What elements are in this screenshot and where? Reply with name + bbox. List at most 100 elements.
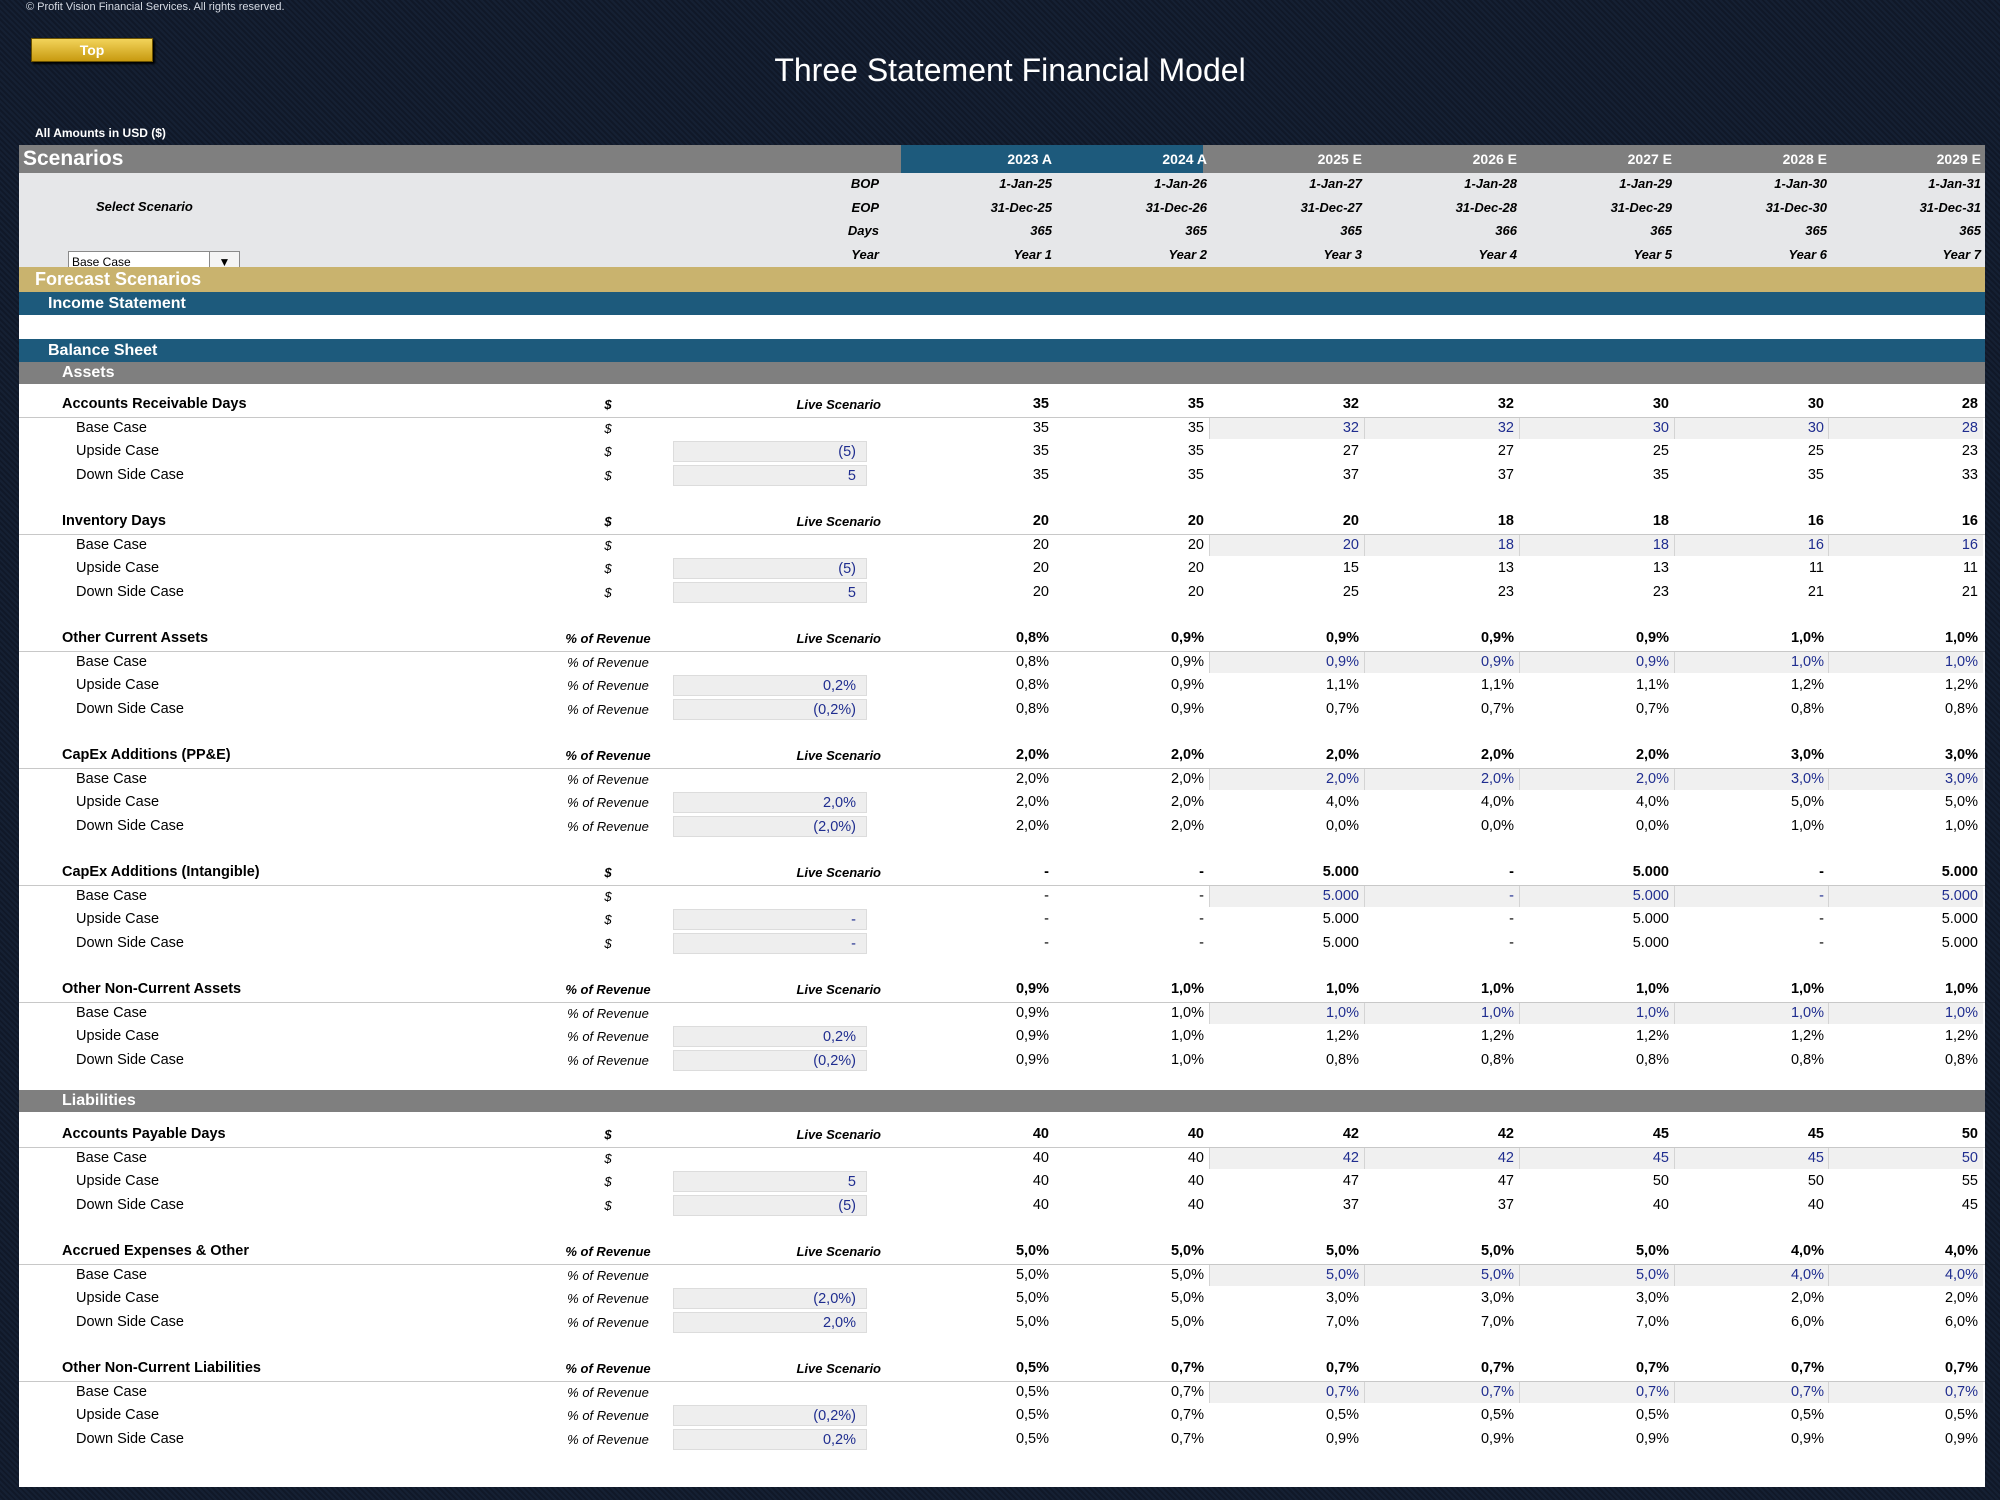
scenario-adjustment-input[interactable]: (2,0%) [673,815,867,837]
scenario-adjustment-input[interactable]: (5) [673,441,867,462]
group-underline [19,533,1985,535]
value-cell[interactable]: 5.000 [1941,887,1978,904]
value-cell[interactable]: 1,0% [1790,1004,1824,1021]
value-cell[interactable]: 0,9% [1480,653,1514,670]
value-cell[interactable]: 18 [1652,536,1669,553]
scenario-adjustment-input[interactable]: 0,2% [673,675,867,696]
value-cell[interactable]: 32 [1342,419,1359,436]
scenario-adjustment-input[interactable]: - [673,909,867,930]
select-scenario-label: Select Scenario [96,199,193,214]
period-bop-cell: 1-Jan-27 [1309,176,1362,191]
value-cell[interactable]: 32 [1497,419,1514,436]
value-cell[interactable]: 1,0% [1790,653,1824,670]
input-cell-bg [1828,534,1983,556]
value-cell[interactable]: 4,0% [1944,1266,1978,1283]
value-cell[interactable]: 1,0% [1325,1004,1359,1021]
value-cell[interactable]: 0,7% [1480,1383,1514,1400]
value-cell[interactable]: 1,0% [1480,1004,1514,1021]
value-cell[interactable]: 5.000 [1632,887,1669,904]
scenario-adjustment-input[interactable]: 2,0% [673,1311,867,1333]
value-cell[interactable]: - [1509,887,1514,904]
value-cell[interactable]: 30 [1807,419,1824,436]
value-cell: 40 [1187,1126,1204,1142]
year-header: 2025 E [1317,151,1362,167]
value-cell[interactable]: 5.000 [1322,887,1359,904]
row-label: Upside Case [76,1028,160,1044]
value-cell[interactable]: 42 [1497,1149,1514,1166]
value-cell[interactable]: 45 [1807,1149,1824,1166]
value-cell: 0,5% [1325,1407,1359,1423]
value-cell[interactable]: 0,9% [1635,653,1669,670]
scenario-adjustment-input[interactable]: 5 [673,464,867,486]
value-cell[interactable]: 16 [1961,536,1978,553]
value-cell: - [1044,864,1049,880]
live-scenario-label: Live Scenario [796,514,881,529]
value-cell: 2,0% [1170,794,1204,810]
value-cell[interactable]: 20 [1342,536,1359,553]
scenario-adjustment-input[interactable]: 5 [673,581,867,603]
value-cell[interactable]: 5,0% [1480,1266,1514,1283]
value-cell: 0,8% [1790,700,1824,717]
value-cell[interactable]: 1,0% [1635,1004,1669,1021]
period-eop-cell: 31-Dec-29 [1610,200,1672,215]
row-label: Base Case [76,1383,147,1400]
value-cell[interactable]: 3,0% [1790,770,1824,787]
value-cell[interactable]: 16 [1807,536,1824,553]
scenario-adjustment-input[interactable]: (5) [673,1194,867,1216]
scenario-adjustment-input[interactable]: (0,2%) [673,1405,867,1426]
scenario-adjustment-input[interactable]: (0,2%) [673,1049,867,1071]
value-cell[interactable]: 0,7% [1790,1383,1824,1400]
value-cell[interactable]: 0,9% [1325,653,1359,670]
value-cell[interactable]: 5,0% [1635,1266,1669,1283]
top-button[interactable]: Top [31,38,153,62]
value-cell[interactable]: 2,0% [1480,770,1514,787]
scenario-adjustment-input[interactable]: 0,2% [673,1428,867,1450]
value-cell: - [1044,887,1049,904]
value-cell: 40 [1032,1126,1049,1142]
value-cell: 40 [1807,1196,1824,1213]
value-cell[interactable]: 1,0% [1944,653,1978,670]
scenario-row-down: Down Side Case $ - - - 5.000 - 5.000 - 5.000 [19,932,1985,956]
balance-sheet-section: Balance Sheet [19,339,1985,362]
value-cell[interactable]: 45 [1652,1149,1669,1166]
value-cell[interactable]: 30 [1652,419,1669,436]
scenario-adjustment-input[interactable]: (0,2%) [673,698,867,720]
value-cell[interactable]: 3,0% [1944,770,1978,787]
value-cell[interactable]: 5,0% [1325,1266,1359,1283]
scenario-adjustment-input[interactable]: 0,2% [673,1026,867,1047]
value-cell[interactable]: 28 [1961,419,1978,436]
value-cell[interactable]: 0,7% [1944,1383,1978,1400]
value-cell[interactable]: 50 [1961,1149,1978,1166]
scenario-adjustment-input[interactable]: (5) [673,558,867,579]
value-cell[interactable]: 1,0% [1944,1004,1978,1021]
value-cell: 5,0% [1015,1243,1049,1259]
input-cell-bg [1364,1381,1519,1403]
value-cell: 1,2% [1325,1028,1359,1044]
scenario-adjustment-input[interactable]: (2,0%) [673,1288,867,1309]
scenario-adjustment-input[interactable]: - [673,932,867,954]
value-cell[interactable]: 0,7% [1325,1383,1359,1400]
input-cell-bg [1209,534,1364,556]
row-label: Base Case [76,887,147,904]
value-cell[interactable]: 0,7% [1635,1383,1669,1400]
period-info-block: Select Scenario Base Case ▼ BOP 1-Jan-25 1… [19,173,1985,274]
value-cell[interactable]: - [1819,887,1824,904]
value-cell[interactable]: 18 [1497,536,1514,553]
row-label: Down Side Case [76,934,184,951]
value-cell: 35 [1652,466,1669,483]
input-cell-bg [1519,885,1674,907]
value-cell[interactable]: 4,0% [1790,1266,1824,1283]
value-cell[interactable]: 2,0% [1635,770,1669,787]
input-cell-bg [1209,768,1364,790]
row-label: Down Side Case [76,583,184,600]
value-cell: 0,9% [1170,653,1204,670]
value-cell: 2,0% [1015,770,1049,787]
value-cell[interactable]: 42 [1342,1149,1359,1166]
value-cell: 50 [1807,1173,1824,1189]
period-days-cell: 365 [1959,223,1981,238]
period-days-cell: 365 [1185,223,1207,238]
scenario-adjustment-input[interactable]: 5 [673,1171,867,1192]
input-cell-bg [1364,1002,1519,1024]
scenario-adjustment-input[interactable]: 2,0% [673,792,867,813]
value-cell[interactable]: 2,0% [1325,770,1359,787]
